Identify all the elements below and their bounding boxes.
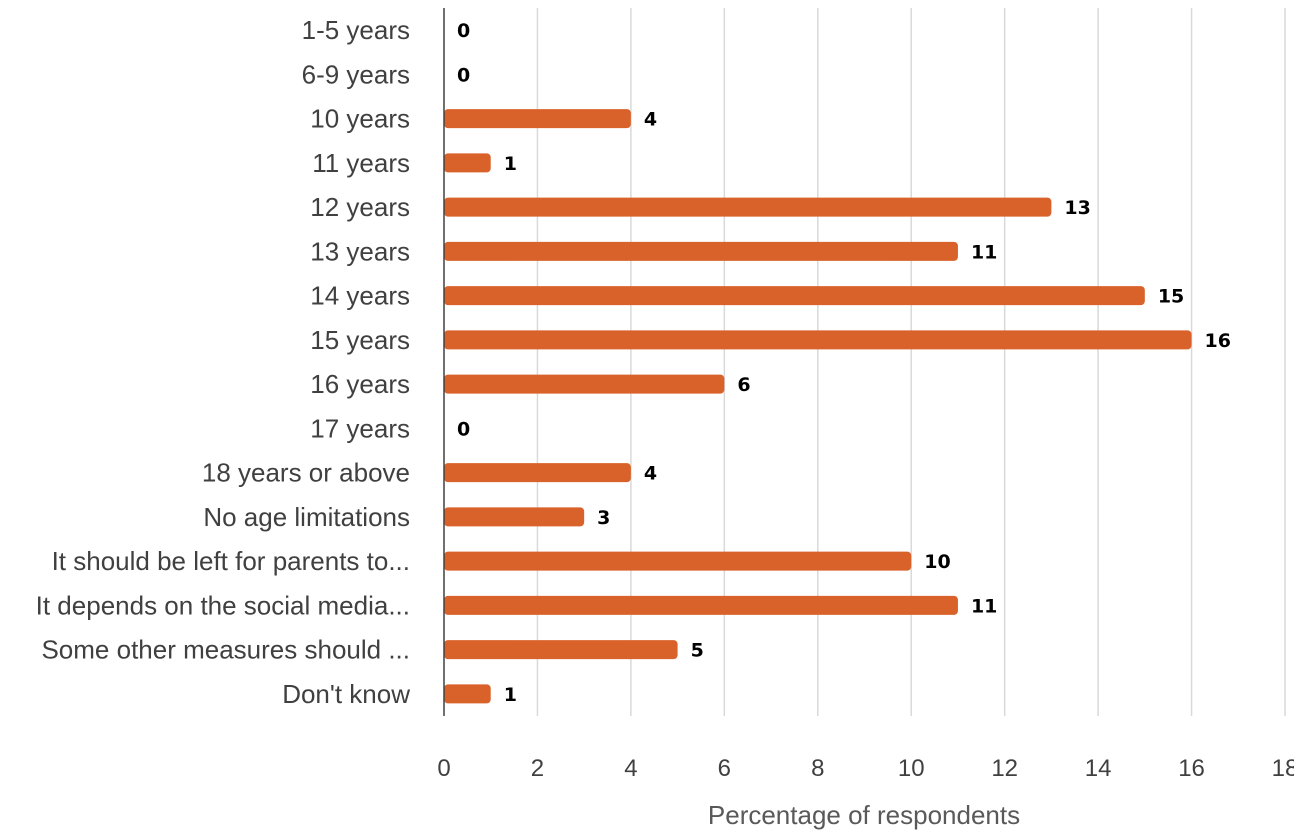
data-label: 6 bbox=[737, 374, 750, 396]
bar bbox=[444, 330, 1192, 350]
data-label: 1 bbox=[504, 684, 517, 706]
bar bbox=[444, 153, 491, 173]
category-label: Some other measures should ... bbox=[41, 635, 410, 665]
category-label: 6-9 years bbox=[302, 59, 410, 89]
x-tick-label: 6 bbox=[718, 755, 731, 782]
category-labels: 1-5 years 6-9 years 10 years 11 years 12 yea… bbox=[36, 15, 411, 709]
data-label: 16 bbox=[1205, 330, 1231, 352]
x-tick-label: 2 bbox=[531, 755, 544, 782]
category-label: 1-5 years bbox=[302, 15, 410, 45]
category-label: No age limitations bbox=[203, 502, 410, 532]
category-label: 14 years bbox=[310, 281, 410, 311]
data-label: 11 bbox=[971, 241, 997, 263]
category-label: 18 years or above bbox=[202, 458, 410, 488]
x-tick-label: 18 bbox=[1272, 755, 1294, 782]
bar bbox=[444, 286, 1145, 306]
bar bbox=[444, 507, 585, 527]
category-label: It should be left for parents to... bbox=[52, 546, 410, 576]
bar bbox=[444, 551, 912, 571]
bar bbox=[444, 640, 678, 660]
data-label: 0 bbox=[457, 64, 470, 86]
category-label: 11 years bbox=[312, 148, 410, 178]
bar bbox=[444, 684, 491, 704]
category-label: 15 years bbox=[310, 325, 410, 355]
x-axis-title: Percentage of respondents bbox=[708, 800, 1020, 830]
data-label: 11 bbox=[971, 595, 997, 617]
data-label: 13 bbox=[1064, 197, 1090, 219]
data-label: 4 bbox=[644, 109, 657, 131]
bar bbox=[444, 197, 1052, 217]
data-label: 10 bbox=[924, 551, 950, 573]
bars bbox=[444, 109, 1192, 704]
bar bbox=[444, 374, 725, 394]
x-tick-label: 16 bbox=[1178, 755, 1205, 782]
value-labels: 0 0 4 1 13 11 15 16 6 0 4 3 10 11 5 1 bbox=[457, 20, 1231, 706]
data-label: 3 bbox=[597, 507, 610, 529]
category-label: 13 years bbox=[310, 236, 410, 266]
x-tick-label: 0 bbox=[437, 755, 450, 782]
category-label: 12 years bbox=[310, 192, 410, 222]
category-label: 10 years bbox=[310, 104, 410, 134]
x-tick-labels: 0 2 4 6 8 10 12 14 16 18 bbox=[437, 755, 1294, 782]
data-label: 1 bbox=[504, 153, 517, 175]
data-label: 4 bbox=[644, 463, 657, 485]
x-tick-label: 14 bbox=[1085, 755, 1112, 782]
x-tick-label: 12 bbox=[991, 755, 1018, 782]
data-label: 0 bbox=[457, 20, 470, 42]
bar bbox=[444, 241, 958, 261]
data-label: 5 bbox=[691, 640, 704, 662]
category-label: 16 years bbox=[310, 369, 410, 399]
data-label: 15 bbox=[1158, 286, 1184, 308]
bar bbox=[444, 463, 631, 483]
data-label: 0 bbox=[457, 418, 470, 440]
gridlines bbox=[536, 8, 1286, 716]
bar bbox=[444, 109, 631, 129]
x-tick-label: 10 bbox=[898, 755, 925, 782]
x-tick-label: 4 bbox=[624, 755, 637, 782]
category-label: Don't know bbox=[282, 679, 410, 709]
category-label: It depends on the social media... bbox=[36, 590, 410, 620]
category-label: 17 years bbox=[310, 413, 410, 443]
x-tick-label: 8 bbox=[811, 755, 824, 782]
bar bbox=[444, 595, 958, 615]
